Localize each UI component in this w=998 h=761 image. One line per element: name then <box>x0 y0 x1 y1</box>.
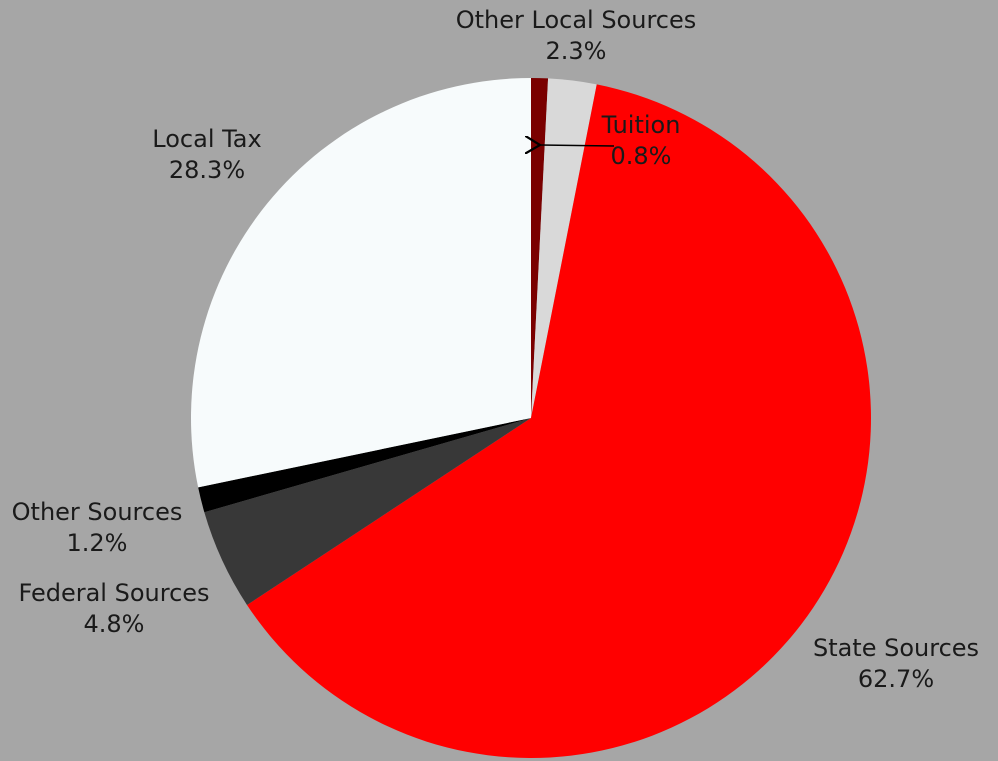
pie-slice-state-sources <box>247 84 871 758</box>
slice-value-tuition: 0.8% <box>611 142 672 170</box>
slice-label-local-tax: Local Tax <box>152 125 261 153</box>
slice-label-other-local-sources: Other Local Sources <box>456 6 697 34</box>
pie-slice-other-sources <box>198 418 531 513</box>
slice-value-federal-sources: 4.8% <box>84 610 145 638</box>
pie-slice-federal-sources <box>204 418 531 605</box>
pie-slice-tuition <box>531 78 549 418</box>
slice-value-other-local-sources: 2.3% <box>546 37 607 65</box>
slice-value-other-sources: 1.2% <box>67 529 128 557</box>
slice-label-state-sources: State Sources <box>813 634 979 662</box>
pie-slice-other-local-sources <box>531 78 597 418</box>
slice-value-local-tax: 28.3% <box>169 156 245 184</box>
pie-slices <box>191 78 871 758</box>
tuition-leader-arrow <box>540 145 615 146</box>
slice-label-other-sources: Other Sources <box>12 498 183 526</box>
slice-value-state-sources: 62.7% <box>858 665 934 693</box>
slice-label-tuition: Tuition <box>601 111 681 139</box>
slice-label-federal-sources: Federal Sources <box>18 579 209 607</box>
pie-labels: Tuition 0.8% Other Local Sources 2.3% State … <box>12 6 979 693</box>
pie-slice-local-tax <box>191 78 531 488</box>
